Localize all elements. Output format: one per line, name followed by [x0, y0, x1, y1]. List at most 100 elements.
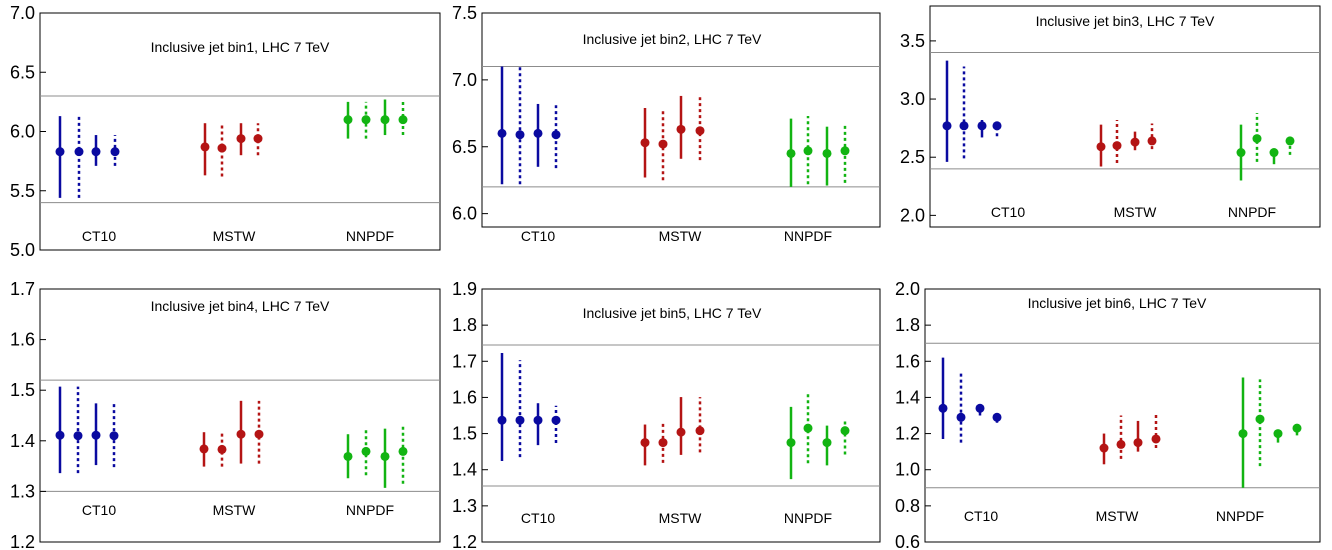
data-point — [938, 403, 948, 413]
panel-3: 2.0 2.5 3.0 3.5 Inclusive jet bin3, LHC 7 Te… — [900, 5, 1321, 228]
data-point — [361, 446, 371, 456]
data-point — [343, 451, 353, 461]
data-point — [676, 427, 686, 437]
y-tick-label: 0.8 — [895, 496, 920, 516]
data-point — [515, 130, 525, 140]
panel-4: 1.2 1.3 1.4 1.5 1.6 1.7 Inclusive jet bin4, LH… — [10, 279, 441, 550]
data-point — [786, 148, 796, 158]
data-point — [1133, 438, 1143, 448]
group-label-ct10: CT10 — [82, 228, 116, 244]
data-point — [91, 147, 101, 157]
y-tick-label: 1.9 — [452, 279, 477, 299]
data-point — [74, 147, 84, 157]
data-point — [55, 430, 65, 440]
data-point — [217, 444, 227, 454]
data-point — [640, 138, 650, 148]
data-point — [551, 130, 561, 140]
data-point — [110, 147, 120, 157]
data-point — [1151, 434, 1161, 444]
data-point — [199, 444, 209, 454]
data-point — [551, 415, 561, 425]
y-tick-label: 1.8 — [895, 315, 920, 335]
y-tick-label: 2.0 — [900, 205, 925, 225]
data-point — [942, 121, 952, 131]
y-tick-label: 6.5 — [452, 137, 477, 157]
group-label-nnpdf: NNPDF — [346, 228, 394, 244]
chart-title: Inclusive jet bin5, LHC 7 TeV — [583, 305, 762, 321]
data-point — [822, 148, 832, 158]
data-point — [361, 115, 371, 125]
group-label-ct10: CT10 — [521, 228, 555, 244]
group-label-mstw: MSTW — [659, 510, 703, 526]
group-label-nnpdf: NNPDF — [346, 502, 394, 518]
data-point — [380, 451, 390, 461]
data-point — [1285, 136, 1295, 146]
data-point — [398, 446, 408, 456]
y-tick-label: 1.6 — [895, 351, 920, 371]
data-point — [1238, 429, 1248, 439]
y-tick-label: 1.0 — [895, 460, 920, 480]
data-point — [803, 423, 813, 433]
data-point — [1130, 137, 1140, 147]
data-point — [840, 426, 850, 436]
data-point — [695, 126, 705, 136]
y-tick-label: 3.5 — [900, 31, 925, 51]
chart-title: Inclusive jet bin3, LHC 7 TeV — [1036, 13, 1215, 29]
data-point — [977, 121, 987, 131]
y-tick-label: 1.4 — [10, 431, 35, 451]
data-point — [640, 438, 650, 448]
group-label-nnpdf: NNPDF — [784, 228, 832, 244]
data-point — [217, 143, 227, 153]
data-point — [1116, 439, 1126, 449]
y-tick-label: 1.3 — [10, 481, 35, 501]
data-point — [91, 430, 101, 440]
data-point — [253, 134, 263, 144]
y-tick-label: 1.2 — [452, 532, 477, 550]
data-point — [658, 438, 668, 448]
plot-frame — [929, 5, 1321, 228]
data-point — [1147, 136, 1157, 146]
data-point — [1099, 443, 1109, 453]
y-tick-label: 5.0 — [10, 240, 35, 260]
y-tick-label: 3.0 — [900, 89, 925, 109]
group-label-ct10: CT10 — [991, 204, 1025, 220]
data-point — [1236, 148, 1246, 158]
y-tick-label: 6.0 — [452, 204, 477, 224]
chart-title: Inclusive jet bin1, LHC 7 TeV — [151, 39, 330, 55]
y-tick-label: 1.6 — [10, 330, 35, 350]
plot-frame — [481, 12, 881, 228]
y-tick-label: 7.0 — [10, 3, 35, 23]
data-point — [398, 115, 408, 125]
group-label-nnpdf: NNPDF — [1216, 508, 1264, 524]
data-point — [236, 134, 246, 144]
chart-title: Inclusive jet bin2, LHC 7 TeV — [583, 31, 762, 47]
data-point — [343, 115, 353, 125]
y-tick-label: 6.5 — [10, 62, 35, 82]
group-label-mstw: MSTW — [1096, 508, 1140, 524]
y-tick-label: 6.0 — [10, 122, 35, 142]
panel-2: 6.0 6.5 7.0 7.5 Inclusive jet bin2, LHC 7 Te… — [452, 3, 881, 244]
y-tick-label: 1.2 — [895, 424, 920, 444]
data-point — [254, 429, 264, 439]
group-label-ct10: CT10 — [521, 510, 555, 526]
y-tick-label: 1.7 — [452, 351, 477, 371]
data-point — [975, 403, 985, 413]
y-tick-label: 2.5 — [900, 147, 925, 167]
chart-title: Inclusive jet bin4, LHC 7 TeV — [151, 298, 330, 314]
data-point — [822, 438, 832, 448]
data-point — [1292, 423, 1302, 433]
chart-title: Inclusive jet bin6, LHC 7 TeV — [1028, 295, 1207, 311]
y-tick-label: 5.5 — [10, 181, 35, 201]
y-tick-label: 7.5 — [452, 3, 477, 23]
y-tick-label: 1.2 — [10, 532, 35, 550]
data-point — [840, 146, 850, 156]
data-point — [1273, 429, 1283, 439]
data-point — [1269, 148, 1279, 158]
data-point — [658, 139, 668, 149]
group-label-ct10: CT10 — [964, 508, 998, 524]
y-tick-label: 1.7 — [10, 279, 35, 299]
y-tick-label: 1.4 — [452, 460, 477, 480]
data-point — [695, 426, 705, 436]
data-point — [956, 412, 966, 422]
